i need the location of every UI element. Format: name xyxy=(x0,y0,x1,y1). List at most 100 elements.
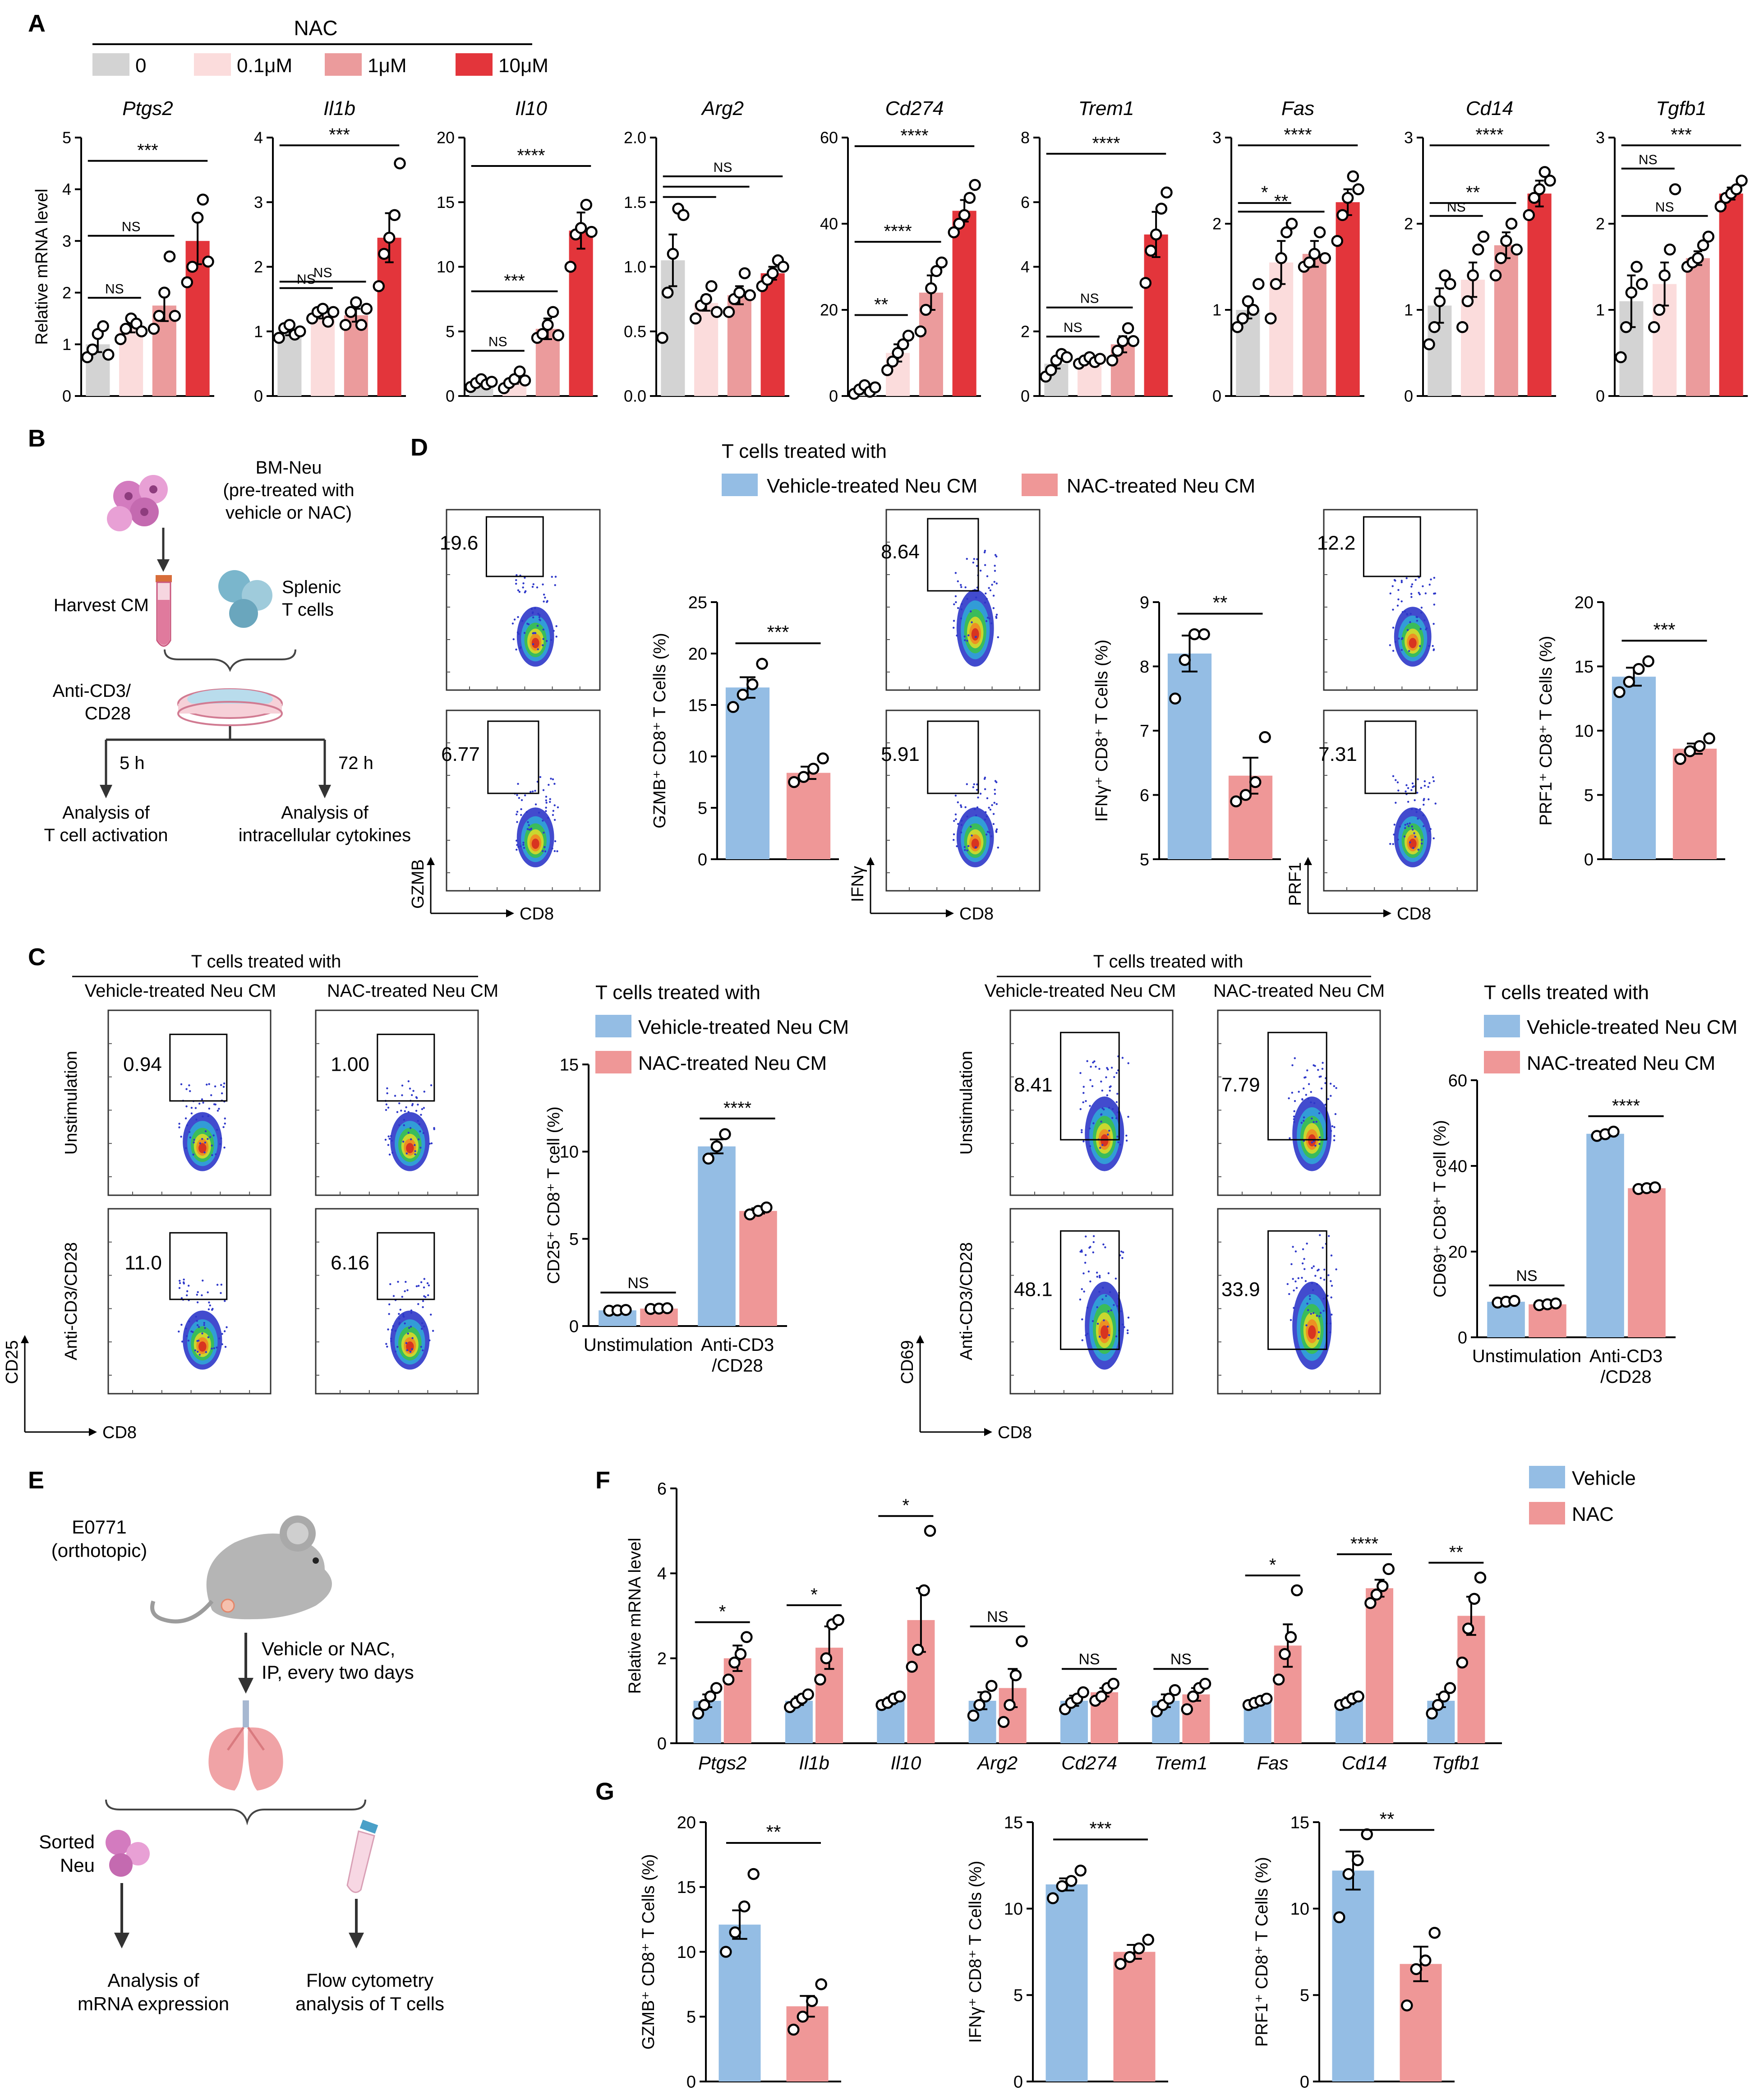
legend-label-1: 1μM xyxy=(368,55,406,77)
event-dot xyxy=(994,554,997,556)
event-dot xyxy=(1109,1090,1111,1092)
arrow-e1-head xyxy=(238,1678,253,1694)
event-dot xyxy=(1333,1135,1336,1137)
event-dot xyxy=(994,788,996,791)
data-point xyxy=(1142,1934,1154,1946)
data-point xyxy=(580,198,593,211)
event-dot xyxy=(515,579,517,581)
data-point xyxy=(1649,1181,1661,1193)
data-point xyxy=(710,1140,723,1152)
data-point xyxy=(881,364,894,376)
event-dot xyxy=(542,583,544,585)
event-dot xyxy=(178,1126,180,1128)
data-point xyxy=(1252,278,1265,290)
event-dot xyxy=(1419,628,1422,630)
event-dot xyxy=(984,549,986,552)
event-dot xyxy=(220,1292,222,1294)
gate-percentage: 8.64 xyxy=(881,541,920,563)
bar-vehicle xyxy=(698,1146,736,1326)
gene-label: Il10 xyxy=(890,1752,921,1773)
c-mid-legend-swatch-nac xyxy=(595,1051,631,1073)
event-dot xyxy=(990,622,993,625)
data-point xyxy=(135,325,148,337)
density-contour xyxy=(531,638,539,649)
event-dot xyxy=(397,1280,399,1283)
event-dot xyxy=(190,1106,193,1109)
event-dot xyxy=(1294,1057,1296,1059)
event-dot xyxy=(1397,598,1400,601)
event-dot xyxy=(400,1110,402,1112)
event-dot xyxy=(1308,1083,1310,1085)
data-point xyxy=(1163,1692,1175,1705)
y-tick-label: 0 xyxy=(657,1734,667,1753)
data-point xyxy=(1272,1673,1285,1686)
data-point xyxy=(169,310,181,322)
data-point xyxy=(948,226,960,239)
data-point xyxy=(147,322,160,335)
data-point xyxy=(729,1926,742,1939)
event-dot xyxy=(208,1301,210,1303)
event-dot xyxy=(1432,623,1435,625)
data-point xyxy=(1630,261,1643,273)
category-label: Unstimulation xyxy=(1472,1346,1581,1366)
data-point xyxy=(1115,1958,1127,1970)
data-point xyxy=(1145,244,1157,257)
gate-percentage: 8.41 xyxy=(1014,1074,1053,1096)
event-dot xyxy=(387,1144,390,1146)
event-dot xyxy=(417,1103,419,1106)
event-dot xyxy=(516,631,519,634)
event-dot xyxy=(1291,1091,1294,1094)
data-point xyxy=(1150,228,1162,241)
event-dot xyxy=(976,565,978,567)
sig-label: ** xyxy=(874,295,888,314)
y-tick-label: 1 xyxy=(62,335,71,354)
y-tick-label: 10 xyxy=(560,1143,579,1162)
event-dot xyxy=(534,790,536,792)
event-dot xyxy=(1115,1101,1118,1103)
event-dot xyxy=(543,600,545,603)
event-dot xyxy=(1414,799,1416,801)
event-dot xyxy=(520,799,523,801)
event-dot xyxy=(211,1154,213,1156)
flow-y-label: CD25 xyxy=(3,1340,22,1384)
event-dot xyxy=(190,1330,193,1333)
event-dot xyxy=(549,798,551,800)
event-dot xyxy=(1317,1068,1319,1071)
event-dot xyxy=(555,636,557,638)
flow-frame xyxy=(446,509,601,691)
data-point xyxy=(1249,776,1262,788)
event-dot xyxy=(530,608,533,610)
event-dot xyxy=(203,1151,206,1154)
y-tick-label: 0 xyxy=(1300,2072,1309,2091)
data-point xyxy=(1674,753,1686,765)
event-dot xyxy=(1308,1295,1311,1297)
data-point xyxy=(1669,183,1681,195)
event-dot xyxy=(1079,1250,1082,1253)
event-dot xyxy=(1081,1131,1083,1133)
event-dot xyxy=(966,783,968,785)
data-point xyxy=(360,303,373,315)
gate-percentage: 33.9 xyxy=(1221,1279,1260,1301)
event-dot xyxy=(517,783,519,785)
data-point xyxy=(1703,732,1715,745)
event-dot xyxy=(1120,1310,1122,1312)
data-point xyxy=(1444,278,1456,290)
gene-label: Fas xyxy=(1257,1752,1289,1773)
event-dot xyxy=(433,1127,435,1129)
sig-label: * xyxy=(1269,1555,1276,1575)
data-point xyxy=(102,349,115,361)
event-dot xyxy=(1421,839,1423,841)
data-point xyxy=(1444,1682,1456,1694)
event-dot xyxy=(216,1284,219,1286)
y-tick-label: 40 xyxy=(1448,1157,1467,1176)
event-dot xyxy=(537,612,539,615)
data-point xyxy=(158,286,170,299)
y-tick-label: 10 xyxy=(437,258,455,276)
event-dot xyxy=(390,1135,392,1137)
event-dot xyxy=(1313,1102,1316,1105)
event-dot xyxy=(1417,848,1419,851)
event-dot xyxy=(985,834,988,836)
event-dot xyxy=(1408,650,1410,652)
y-tick-label: 5 xyxy=(569,1230,579,1249)
event-dot xyxy=(407,1332,409,1335)
